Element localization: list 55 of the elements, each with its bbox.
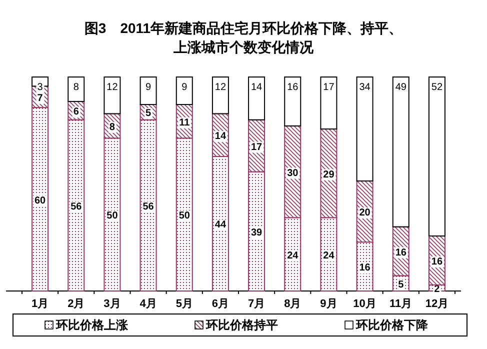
data-label: 17 [250,142,263,153]
data-label: 9 [182,82,188,93]
data-label: 14 [214,131,226,142]
legend-label: 环比价格上涨 [55,318,129,332]
data-label: 8 [73,82,80,93]
data-label: 60 [34,195,46,206]
data-label: 8 [109,122,116,133]
bar [428,76,446,236]
data-label: 7 [37,92,44,104]
x-tick-label: 9月 [320,298,338,310]
data-label: 20 [359,208,371,219]
data-label: 3 [37,82,44,93]
data-label: 24 [287,250,299,262]
x-tick-label: 12月 [425,298,449,310]
bar [392,76,410,228]
data-label: 50 [178,210,190,222]
legend-label: 环比价格下降 [355,318,429,332]
data-label: 11 [179,117,190,128]
data-label: 56 [70,201,82,212]
data-label: 49 [395,82,407,93]
x-tick-label: 7月 [248,298,266,310]
x-tick-label: 10月 [353,298,376,310]
data-label: 5 [398,279,404,290]
data-label: 24 [323,250,335,262]
data-label: 30 [287,168,299,179]
title: 图3 2011年新建商品住宅月环比价格下降、持平、上涨城市个数变化情况 [84,20,403,55]
data-label: 16 [287,82,299,93]
data-label: 2 [434,284,440,295]
legend-label: 环比价格持平 [205,318,278,332]
x-tick-label: 4月 [140,298,157,310]
data-label: 5 [146,108,152,120]
data-label: 50 [106,210,118,222]
x-tick-label: 8月 [284,298,302,310]
data-label: 52 [431,82,443,93]
data-label: 16 [359,262,371,274]
data-label: 39 [250,227,263,238]
data-label: 14 [250,82,263,93]
data-label: 29 [323,169,335,180]
data-label: 44 [214,220,226,231]
data-label: 12 [106,82,118,93]
data-label: 56 [142,201,154,212]
bar [356,76,374,182]
x-tick-label: 5月 [176,298,193,310]
data-label: 6 [73,106,80,118]
x-tick-label: 3月 [104,298,121,310]
x-tick-label: 1月 [31,298,49,310]
x-tick-label: 11月 [390,298,412,310]
data-label: 16 [431,256,443,268]
data-label: 9 [146,82,152,93]
data-label: 34 [359,82,371,93]
x-tick-label: 2月 [68,298,85,310]
data-label: 12 [214,82,226,93]
x-tick-label: 6月 [212,298,230,310]
data-label: 17 [323,82,335,93]
data-label: 16 [395,247,407,258]
